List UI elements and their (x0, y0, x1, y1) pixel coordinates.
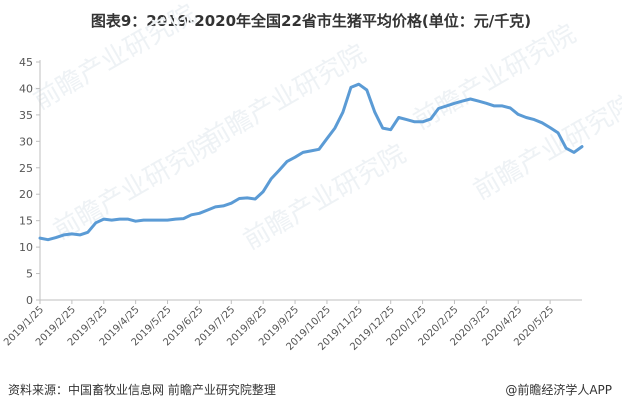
watermark-text: 前瞻产业研究院 (409, 19, 582, 136)
y-tick-label: 25 (19, 162, 33, 175)
watermark-text: 前瞻产业研究院 (49, 129, 222, 246)
y-tick-label: 20 (19, 188, 33, 201)
y-tick-label: 15 (19, 215, 33, 228)
y-tick-label: 5 (26, 268, 33, 281)
y-axis-ticks: 0 5 10 15 20 25 30 35 40 45 (19, 56, 40, 307)
y-tick-label: 30 (19, 135, 33, 148)
watermark-text: 前瞻产业研究院 (29, 0, 202, 116)
watermark-text: 前瞻产业研究院 (239, 139, 412, 256)
chart-title: 图表9：2019-2020年全国22省市生猪平均价格(单位：元/千克) (90, 12, 532, 30)
chart-axes (39, 60, 582, 301)
y-tick-label: 40 (19, 82, 33, 95)
y-tick-label: 0 (26, 294, 33, 307)
y-tick-label: 10 (19, 241, 33, 254)
price-series-line (38, 82, 584, 242)
watermark-text: 前瞻产业研究院 (199, 39, 372, 156)
brand-credit: @前瞻经济学人APP (505, 383, 612, 397)
y-tick-label: 35 (19, 109, 33, 122)
watermark-text: 前瞻产业研究院 (469, 89, 622, 206)
y-tick-label: 45 (19, 56, 33, 69)
source-note: 资料来源：中国畜牧业信息网 前瞻产业研究院整理 (8, 383, 276, 397)
x-axis-ticks: 2019/1/252019/2/252019/3/252019/4/252019… (2, 300, 556, 353)
